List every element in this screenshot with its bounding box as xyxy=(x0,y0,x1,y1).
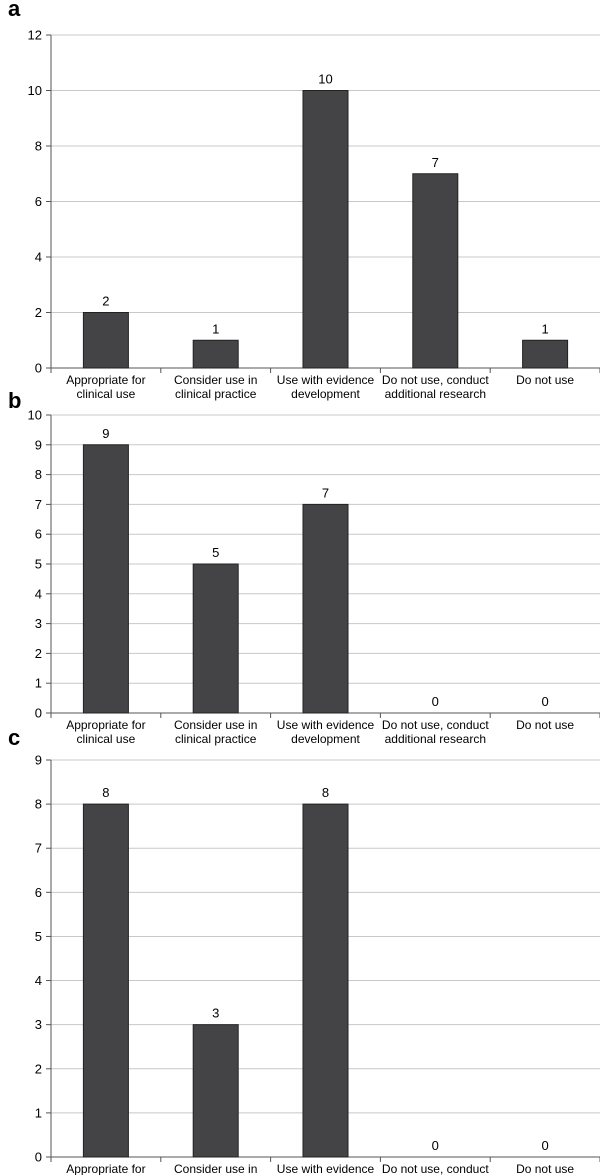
data-label: 10 xyxy=(318,72,332,87)
y-tick-label: 4 xyxy=(35,586,42,601)
data-label: 0 xyxy=(432,694,439,709)
y-tick-label: 12 xyxy=(28,28,42,43)
y-tick-label: 4 xyxy=(35,250,42,265)
category-label: Do not use xyxy=(516,718,574,732)
category-label: Use with evidence xyxy=(277,1162,375,1175)
bar xyxy=(192,1024,239,1158)
category-label: additional research xyxy=(385,387,486,401)
y-tick-label: 3 xyxy=(35,1017,42,1032)
y-tick-label: 8 xyxy=(35,797,42,812)
y-tick-label: 0 xyxy=(35,361,42,376)
chart-panel-a: a 0 2 4 6 8 10 12 2 Appropriate for clinical use 1… xyxy=(0,0,600,401)
y-tick-label: 9 xyxy=(35,437,42,452)
chart-panel-c: c 0 1 2 3 4 5 6 7 8 9 8 Appropriate for clinical use… xyxy=(0,725,600,1175)
data-label: 9 xyxy=(102,426,109,441)
category-label: clinical use xyxy=(77,387,136,401)
panel-letter: c xyxy=(8,725,21,750)
y-tick-label: 10 xyxy=(28,83,42,98)
chart-panel-b: b 0 1 2 3 4 5 6 7 8 9 10 9 Appropriate for clinical u… xyxy=(0,388,600,746)
y-tick-label: 9 xyxy=(35,753,42,768)
data-label: 1 xyxy=(541,321,548,336)
category-label: development xyxy=(291,732,360,746)
category-label: additional research xyxy=(385,732,486,746)
y-tick-label: 6 xyxy=(35,194,42,209)
bar xyxy=(192,339,239,369)
y-tick-label: 0 xyxy=(35,1150,42,1165)
panel-letter: b xyxy=(8,388,22,413)
y-tick-label: 6 xyxy=(35,885,42,900)
bar xyxy=(302,803,349,1158)
y-tick-label: 7 xyxy=(35,841,42,856)
y-tick-label: 1 xyxy=(35,1105,42,1120)
y-tick-label: 0 xyxy=(35,706,42,721)
category-label: Use with evidence xyxy=(277,718,375,732)
y-tick-label: 5 xyxy=(35,557,42,572)
bar xyxy=(412,173,459,369)
data-label: 3 xyxy=(212,1006,219,1021)
bar xyxy=(192,563,239,714)
y-tick-label: 5 xyxy=(35,929,42,944)
category-label: Consider use in xyxy=(174,1162,257,1175)
y-tick-label: 7 xyxy=(35,497,42,512)
data-label: 8 xyxy=(102,785,109,800)
category-label: clinical practice xyxy=(175,732,257,746)
y-tick-label: 2 xyxy=(35,1061,42,1076)
panel-letter: a xyxy=(8,0,21,21)
y-tick-label: 1 xyxy=(35,676,42,691)
category-label: Do not use, conduct xyxy=(382,1162,489,1175)
data-label: 8 xyxy=(322,785,329,800)
y-tick-label: 2 xyxy=(35,305,42,320)
bar xyxy=(82,803,129,1158)
bar xyxy=(522,339,569,369)
category-label: Do not use, conduct xyxy=(382,373,489,387)
data-label: 0 xyxy=(432,1138,439,1153)
category-label: Use with evidence xyxy=(277,373,375,387)
category-label: Appropriate for xyxy=(66,1162,145,1175)
data-label: 1 xyxy=(212,321,219,336)
data-label: 0 xyxy=(541,694,548,709)
y-tick-label: 10 xyxy=(28,408,42,423)
data-label: 7 xyxy=(432,155,439,170)
category-label: Consider use in xyxy=(174,718,257,732)
bar xyxy=(82,312,129,369)
data-label: 5 xyxy=(212,545,219,560)
y-tick-label: 8 xyxy=(35,139,42,154)
category-label: Do not use, conduct xyxy=(382,718,489,732)
data-label: 7 xyxy=(322,485,329,500)
category-label: Appropriate for xyxy=(66,718,145,732)
category-label: Consider use in xyxy=(174,373,257,387)
bar xyxy=(302,90,349,369)
bar xyxy=(82,444,129,714)
category-label: clinical use xyxy=(77,732,136,746)
y-tick-label: 6 xyxy=(35,527,42,542)
category-label: Do not use xyxy=(516,373,574,387)
bar xyxy=(302,503,349,714)
category-label: Appropriate for xyxy=(66,373,145,387)
y-tick-label: 2 xyxy=(35,646,42,661)
category-label: clinical practice xyxy=(175,387,257,401)
y-tick-label: 8 xyxy=(35,467,42,482)
y-tick-label: 3 xyxy=(35,616,42,631)
category-label: development xyxy=(291,387,360,401)
y-tick-label: 4 xyxy=(35,973,42,988)
data-label: 2 xyxy=(102,294,109,309)
data-label: 0 xyxy=(541,1138,548,1153)
category-label: Do not use xyxy=(516,1162,574,1175)
